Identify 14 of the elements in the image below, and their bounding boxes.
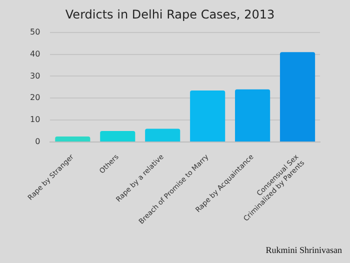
bar — [145, 128, 180, 142]
y-tick-label: 20 — [30, 93, 40, 102]
bar — [100, 130, 136, 142]
y-tick-label: 10 — [30, 115, 40, 124]
bar — [55, 136, 90, 142]
y-tick-label: 30 — [30, 71, 40, 80]
y-tick-label: 50 — [30, 27, 40, 36]
text: Rukmini Shrinivasan — [266, 245, 342, 255]
y-tick-label: 40 — [30, 49, 40, 58]
y-tick-label: 0 — [35, 137, 40, 146]
chart-title: Verdicts in Delhi Rape Cases, 2013 — [65, 7, 275, 22]
bar — [280, 52, 316, 142]
bar — [235, 89, 270, 142]
bar — [190, 90, 226, 142]
